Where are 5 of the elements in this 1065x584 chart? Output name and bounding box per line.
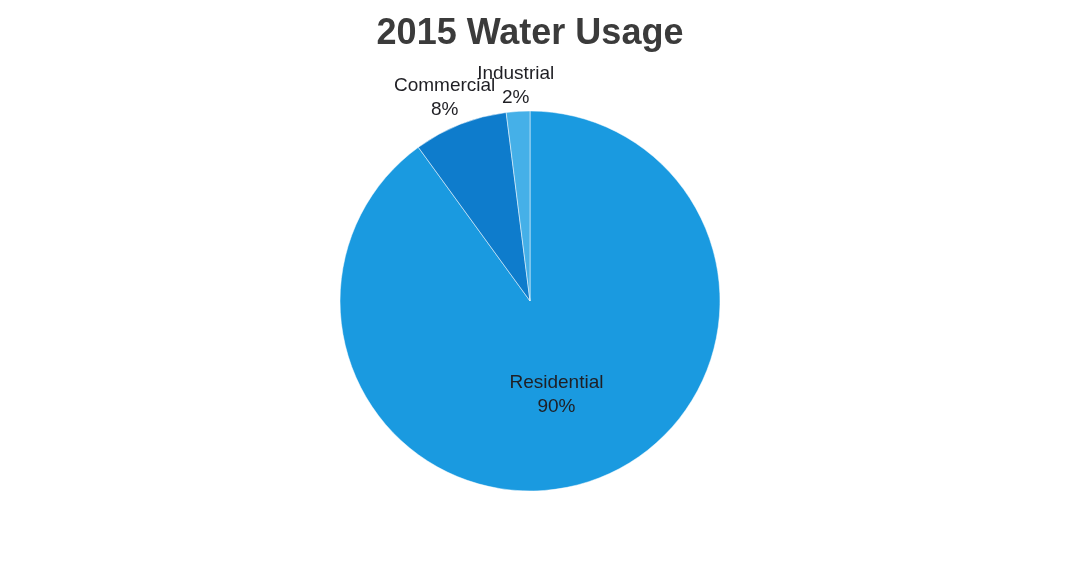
- chart-title: 2015 Water Usage: [376, 11, 684, 53]
- slice-label: Residential: [509, 371, 604, 393]
- data-label: 8%: [430, 98, 459, 120]
- data-label: 2%: [501, 86, 530, 108]
- data-label: 90%: [537, 395, 576, 417]
